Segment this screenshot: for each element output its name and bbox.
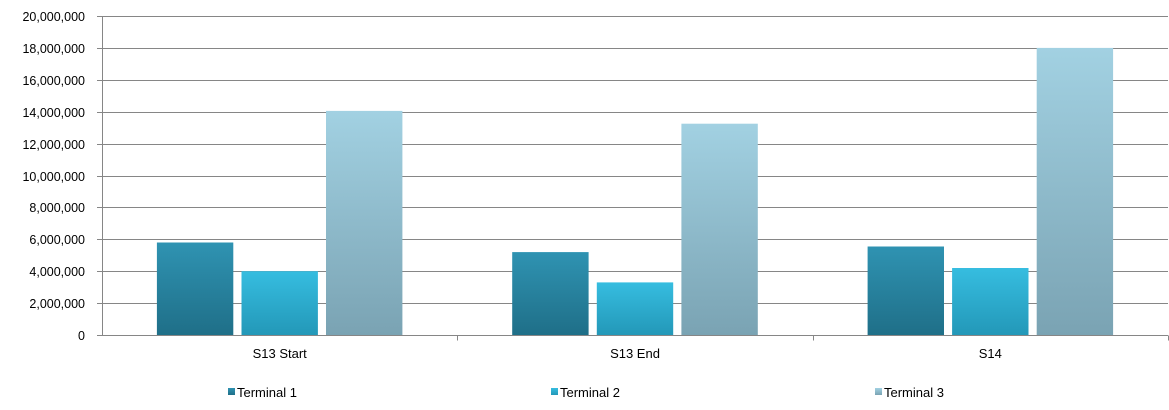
bar-terminal-3: [1036, 47, 1114, 336]
y-tick-label: 6,000,000: [29, 233, 85, 247]
legend-label: Terminal 1: [237, 385, 297, 400]
bars: [156, 47, 1114, 336]
bar-terminal-2: [596, 282, 674, 335]
y-tick-label: 0: [78, 329, 85, 343]
y-tick-label: 14,000,000: [22, 106, 85, 120]
y-tick-label: 10,000,000: [22, 170, 85, 184]
x-tick-label: S14: [979, 346, 1002, 361]
y-tick-label: 18,000,000: [22, 42, 85, 56]
bar-terminal-1: [867, 246, 944, 335]
bar-terminal-1: [156, 242, 234, 335]
legend-swatch: [875, 388, 882, 395]
bar-terminal-1: [512, 252, 589, 335]
legend-swatch: [228, 388, 235, 395]
y-tick-label: 12,000,000: [22, 138, 85, 152]
bar-terminal-3: [681, 123, 758, 335]
x-tick-label: S13 Start: [253, 346, 308, 361]
legend-label: Terminal 3: [884, 385, 944, 400]
bar-terminal-2: [952, 268, 1029, 335]
gridlines: [102, 16, 1168, 304]
legend-label: Terminal 2: [560, 385, 620, 400]
bar-terminal-2: [241, 271, 318, 335]
y-tick-label: 8,000,000: [29, 201, 85, 215]
x-tick-label: S13 End: [610, 346, 660, 361]
y-tick-label: 16,000,000: [22, 74, 85, 88]
y-tick-label: 4,000,000: [29, 265, 85, 279]
legend-swatch: [551, 388, 558, 395]
y-tick-label: 2,000,000: [29, 297, 85, 311]
y-tick-label: 20,000,000: [22, 10, 85, 24]
bar-terminal-3: [326, 110, 403, 336]
axes: 0 2,000,000 4,000,000 6,000,000 8,000,000 10,…: [22, 10, 1169, 361]
legend: Terminal 1 Terminal 2 Terminal 3: [228, 385, 944, 400]
